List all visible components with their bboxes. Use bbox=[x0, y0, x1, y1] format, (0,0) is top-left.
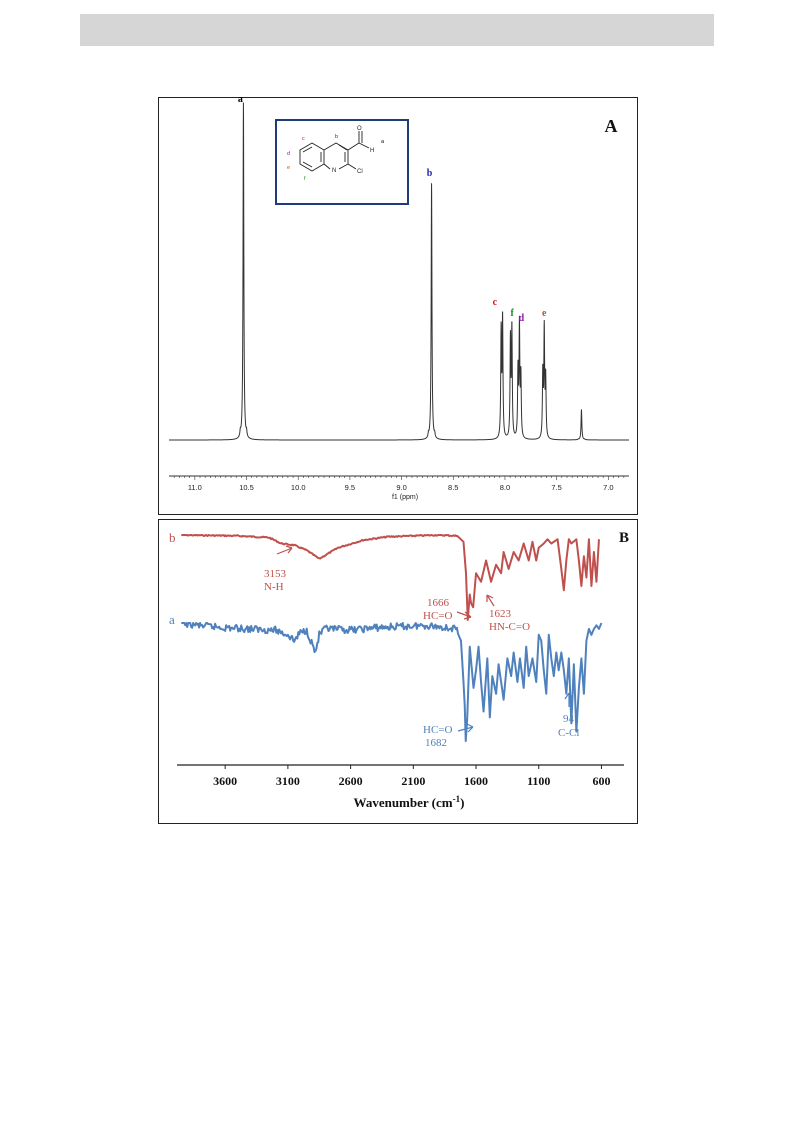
structure-inset: O H N Cl a b c d e f bbox=[275, 119, 409, 205]
annotation-941-group: C-Cl bbox=[558, 727, 579, 739]
structure-letter-b: b bbox=[335, 134, 338, 140]
quinoline-skeleton bbox=[299, 131, 370, 172]
annotation-1623-wavenumber: 1623 bbox=[489, 608, 512, 620]
ir-x-tick-label: 3100 bbox=[276, 774, 300, 788]
nmr-x-tick-label: 7.0 bbox=[603, 483, 613, 492]
ir-spectrum-svg: B 3600 3100 2600 2100 1600 1100 600 b a 3153 N… bbox=[169, 530, 629, 810]
ir-spectrum-panel: B 3600 3100 2600 2100 1600 1100 600 b a 3153 N… bbox=[158, 519, 638, 824]
nmr-x-tick-label: 8.0 bbox=[500, 483, 510, 492]
nmr-x-tick-label: 8.5 bbox=[448, 483, 458, 492]
hydrogen-atom-label: H bbox=[370, 148, 374, 154]
ir-series-b-line bbox=[181, 534, 600, 621]
structure-frame bbox=[275, 119, 409, 205]
nmr-x-tick-label: 9.5 bbox=[345, 483, 355, 492]
ir-arrows-a bbox=[457, 692, 574, 733]
nmr-spectrum-panel: A O bbox=[158, 94, 638, 515]
nmr-x-tick-label: 11.0 bbox=[188, 483, 202, 492]
structure-letter-a: a bbox=[381, 139, 385, 145]
ir-x-tick-label: 1100 bbox=[527, 774, 550, 788]
structure-letter-c: c bbox=[302, 136, 305, 142]
structure-letter-d: d bbox=[287, 151, 290, 157]
ir-x-axis-label: Wavenumber (cm-1) bbox=[354, 794, 465, 810]
arrow-1682 bbox=[457, 723, 474, 733]
chlorine-atom-label: Cl bbox=[357, 169, 363, 175]
annotation-3153-group: N-H bbox=[264, 581, 284, 593]
ir-x-tick-label: 2600 bbox=[339, 774, 363, 788]
ir-x-tick-label: 3600 bbox=[213, 774, 237, 788]
nitrogen-atom-label: N bbox=[332, 168, 336, 174]
peak-label-d: d bbox=[519, 313, 525, 324]
page-header-bar bbox=[80, 14, 714, 46]
nmr-x-tick-label: 10.5 bbox=[239, 483, 254, 492]
ir-series-a-line bbox=[181, 622, 603, 742]
ir-annotations-a: HC=O 1682 941 C-Cl bbox=[423, 713, 580, 749]
series-tag-b: b bbox=[169, 530, 176, 545]
nmr-x-axis-label: f1 (ppm) bbox=[392, 494, 418, 501]
peak-label-e: e bbox=[542, 308, 547, 319]
peak-label-a: a bbox=[238, 94, 243, 105]
ir-x-tick-label: 2100 bbox=[401, 774, 425, 788]
ir-x-tick-label: 1600 bbox=[464, 774, 488, 788]
annotation-1623-group: HN-C=O bbox=[489, 621, 530, 633]
ir-arrows-b bbox=[276, 545, 495, 620]
panel-label-a: A bbox=[605, 116, 618, 136]
arrow-3153 bbox=[276, 545, 293, 555]
arrow-941 bbox=[564, 692, 574, 707]
nmr-spectrum-svg: A O bbox=[169, 94, 629, 501]
annotation-1682-wavenumber: 1682 bbox=[425, 737, 447, 749]
structure-letter-f: f bbox=[304, 176, 306, 182]
series-tag-a: a bbox=[169, 612, 175, 627]
panel-label-b: B bbox=[619, 530, 629, 546]
annotation-941-wavenumber: 941 bbox=[563, 713, 580, 725]
peak-label-c: c bbox=[493, 297, 498, 308]
annotation-1666-group: HC=O bbox=[423, 610, 452, 622]
peak-label-f: f bbox=[510, 308, 514, 319]
ir-annotations-b: 3153 N-H 1666 HC=O 1623 HN-C=O bbox=[264, 568, 530, 633]
arrow-1666 bbox=[456, 611, 472, 620]
nmr-x-tick-label: 7.5 bbox=[551, 483, 561, 492]
structure-letter-e: e bbox=[287, 165, 290, 171]
nmr-x-tick-label: 10.0 bbox=[291, 483, 306, 492]
nmr-x-tick-label: 9.0 bbox=[396, 483, 406, 492]
peak-label-b: b bbox=[427, 168, 433, 179]
annotation-1682-group: HC=O bbox=[423, 724, 452, 736]
nmr-spectrum-line bbox=[169, 102, 629, 441]
arrow-1623 bbox=[486, 594, 495, 607]
oxygen-atom-label: O bbox=[357, 126, 362, 132]
annotation-1666-wavenumber: 1666 bbox=[427, 597, 450, 609]
ir-x-tick-label: 600 bbox=[592, 774, 610, 788]
annotation-3153-wavenumber: 3153 bbox=[264, 568, 287, 580]
